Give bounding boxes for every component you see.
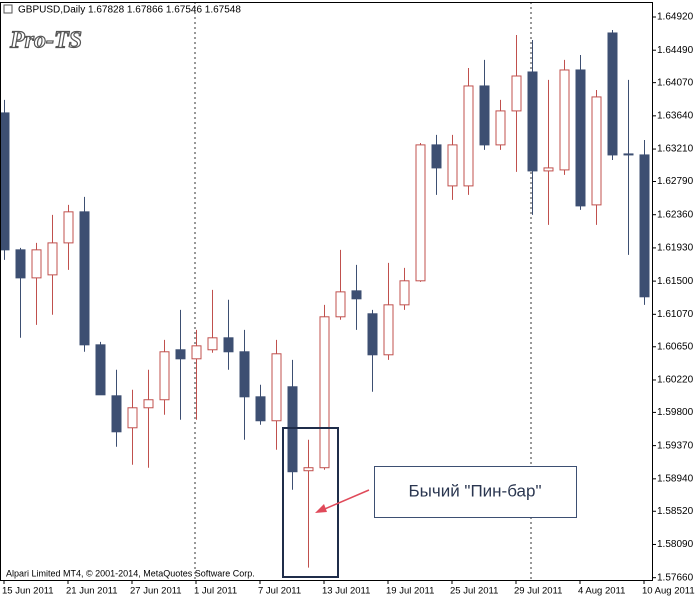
y-tick-label: 1.60220 (657, 375, 694, 386)
candle-body (255, 396, 266, 422)
candle-body (639, 154, 650, 298)
candle-body (463, 85, 474, 187)
y-tick-label: 1.64490 (657, 45, 694, 56)
candle-body (495, 110, 506, 146)
watermark: Pro-TS (9, 28, 82, 54)
price-info: 1.67828 1.67866 1.67546 1.67548 (88, 5, 241, 16)
x-tick-label: 25 Jul 2011 (450, 586, 498, 597)
annotation: Бычий "Пин-бар" (408, 481, 541, 500)
y-tick-label: 1.63210 (657, 144, 694, 155)
x-tick-label: 13 Jul 2011 (322, 586, 370, 597)
candle-body (511, 75, 522, 112)
y-tick-label: 1.64070 (657, 77, 694, 88)
candle-body (207, 337, 218, 351)
chart-title: GBPUSD,Daily (18, 5, 85, 16)
candles (0, 29, 650, 568)
candle-body (351, 290, 362, 300)
candle-body (95, 344, 106, 396)
candle-body (607, 32, 618, 156)
y-tick-label: 1.62790 (657, 176, 694, 187)
candle-body (31, 249, 42, 279)
y-tick-label: 1.60650 (657, 341, 694, 352)
y-tick-label: 1.61930 (657, 243, 694, 254)
candle-body (15, 249, 26, 279)
x-tick-label: 1 Jul 2011 (194, 586, 237, 597)
candle-body (47, 242, 58, 276)
candle-body (559, 69, 570, 171)
candle-body (287, 386, 298, 473)
candle-body (127, 407, 138, 429)
x-tick-label: 15 Jun 2011 (2, 586, 54, 597)
candle-body (591, 96, 602, 206)
x-tick-label: 29 Jul 2011 (514, 586, 562, 597)
candle-body (479, 85, 490, 146)
candle-body (303, 467, 314, 472)
y-tick-label: 1.59370 (657, 440, 694, 451)
plot-frame (0, 2, 653, 581)
candle-body (175, 349, 186, 360)
candle-body (79, 211, 90, 346)
candle-body (575, 69, 586, 207)
x-tick-label: 19 Jul 2011 (386, 586, 434, 597)
candle-body (143, 399, 154, 409)
candle-body (399, 280, 410, 306)
candle-body (447, 144, 458, 187)
y-tick-label: 1.59800 (657, 407, 694, 418)
candle-body (159, 351, 170, 401)
y-tick-label: 1.61500 (657, 276, 694, 287)
y-tick-label: 1.58940 (657, 473, 694, 484)
candle-body (415, 144, 426, 282)
candle-body (0, 112, 10, 251)
y-tick-label: 1.58520 (657, 506, 694, 517)
y-tick-label: 1.63640 (657, 110, 694, 121)
y-tick-label: 1.64920 (657, 12, 694, 23)
candle-body (431, 144, 442, 169)
x-tick-label: 10 Aug 2011 (642, 586, 695, 597)
annotation-box (374, 466, 577, 518)
candle-body (319, 316, 330, 469)
candle-body (63, 211, 74, 244)
x-tick-label: 27 Jun 2011 (130, 586, 182, 597)
candle-body (623, 153, 634, 156)
candle-body (111, 395, 122, 433)
arrow (319, 489, 370, 512)
candle-body (543, 167, 554, 172)
x-tick-label: 7 Jul 2011 (258, 586, 301, 597)
x-tick-label: 4 Aug 2011 (578, 586, 625, 597)
arrow-head (315, 504, 327, 513)
y-tick-label: 1.57660 (657, 572, 694, 583)
y-tick-label: 1.62360 (657, 209, 694, 220)
symbol-icon (3, 4, 13, 14)
y-tick-label: 1.61070 (657, 309, 694, 320)
candle-body (367, 313, 378, 356)
candle-body (271, 353, 282, 422)
candle-body (223, 337, 234, 353)
candle-body (527, 71, 538, 172)
candle-body (191, 345, 202, 360)
candle-body (239, 351, 250, 398)
x-tick-label: 21 Jun 2011 (66, 586, 118, 597)
footer: Alpari Limited MT4, © 2001-2014, MetaQuo… (6, 568, 255, 578)
candle-body (335, 291, 346, 318)
y-tick-label: 1.58090 (657, 539, 694, 550)
candle-body (383, 304, 394, 356)
